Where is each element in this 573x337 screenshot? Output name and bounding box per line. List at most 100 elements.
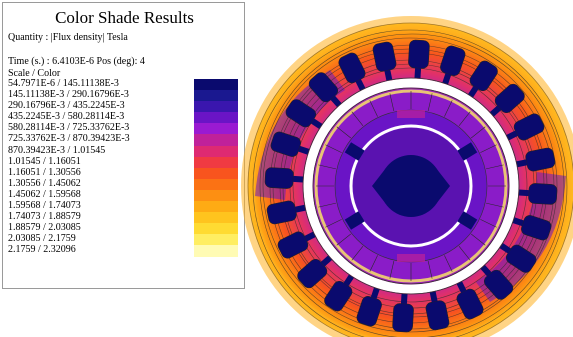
stator-dark-region-right: [476, 172, 566, 302]
legend-row-min: 580.28114E-3: [8, 122, 65, 134]
stator-slot-opening: [320, 255, 333, 267]
legend-row: 725.33762E-3 / 870.39423E-3: [8, 133, 130, 145]
stator-slot-opening: [355, 79, 366, 91]
legend-row-max: 1.74073: [48, 200, 81, 212]
rotor-segment-line: [325, 219, 342, 228]
legend-quantity: Quantity : |Flux density| Tesla: [8, 32, 128, 43]
legend-row-max: 1.30556: [48, 166, 81, 178]
legend-row: 1.01545 / 1.16051: [8, 155, 81, 167]
legend-row: 145.11138E-3 / 290.16796E-3: [8, 89, 129, 101]
stator-slot-opening: [293, 175, 304, 183]
shaft: [380, 155, 442, 217]
legend-row-min: 1.88579: [8, 222, 41, 234]
legend-row-min: 725.33762E-3: [8, 133, 65, 145]
legend-swatch: [194, 167, 238, 179]
legend-swatch: [194, 245, 238, 257]
legend-swatch: [194, 212, 238, 224]
rotor-magnets: [344, 110, 478, 262]
stator-slot-opening: [370, 287, 380, 299]
rotor-magnet: [344, 142, 365, 161]
rotor-segment-line: [486, 164, 504, 170]
rotor-segment-line: [389, 261, 395, 279]
legend-row: 1.59568 / 1.74073: [8, 200, 81, 212]
legend-row-min: 54.7971E-6: [8, 78, 55, 89]
legend-title: Color Shade Results: [55, 8, 194, 27]
legend-row: 435.2245E-3 / 580.28114E-3: [8, 111, 125, 123]
legend-row-min: 1.30556: [8, 177, 41, 189]
legend-panel: Color Shade Results Quantity : |Flux den…: [2, 2, 245, 289]
stator-slot-opening: [384, 69, 393, 81]
rotor-segment-line: [318, 202, 336, 208]
legend-row: 1.30556 / 1.45062: [8, 177, 81, 189]
rotor-segment-line: [444, 100, 453, 117]
stator-slot: [372, 41, 397, 72]
stator-slot-opening: [506, 130, 518, 141]
legend-swatch: [194, 178, 238, 190]
rotor-segment-line: [458, 111, 471, 126]
air-gap-inner-outline: [312, 87, 510, 285]
stator-slot-opening: [512, 217, 524, 227]
legend-row-min: 1.45062: [8, 188, 41, 200]
shaft-flat-right: [436, 168, 450, 204]
stator-slots: [264, 39, 558, 333]
legend-row: 1.45062 / 1.59568: [8, 188, 81, 200]
legend-row-min: 290.16796E-3: [8, 100, 65, 112]
stator-slot-opening: [429, 291, 438, 303]
legend-value-list: 54.7971E-6 / 145.11138E-3 145.11138E-3 / …: [8, 78, 188, 256]
stator-slot: [264, 167, 294, 189]
legend-row-min: 2.03085: [8, 233, 41, 245]
legend-row: 2.1759 / 2.32096: [8, 244, 76, 256]
rotor-segment-line: [444, 255, 453, 272]
legend-row-min: 1.59568: [8, 200, 41, 212]
stator-slot: [469, 60, 498, 92]
legend-row: 290.16796E-3 / 435.2245E-3: [8, 100, 125, 112]
legend-row-min: 1.16051: [8, 166, 41, 178]
legend-row: 870.39423E-3 / 1.01545: [8, 144, 106, 156]
legend-row-max: 2.03085: [48, 222, 81, 234]
rotor-segment-line: [389, 93, 395, 111]
stator-slot-opening: [456, 281, 467, 293]
rotor-segment-line: [427, 261, 433, 279]
legend-row: 1.88579 / 2.03085: [8, 222, 81, 234]
legend-row-max: 290.16796E-3: [71, 89, 129, 101]
legend-row-max: 1.45062: [48, 177, 81, 189]
flux-line: [259, 33, 565, 337]
legend-row: 54.7971E-6 / 145.11138E-3: [8, 78, 119, 89]
stator-slot-opening: [414, 68, 422, 79]
legend-row-max: 1.88579: [48, 211, 81, 223]
rotor-segment-line: [369, 255, 378, 272]
legend-row-max: 2.1759: [48, 233, 76, 245]
stator-slot-opening: [294, 204, 306, 213]
legend-swatch: [194, 79, 238, 91]
stator-slot-opening: [468, 85, 479, 98]
stator-slot-opening: [516, 159, 528, 168]
rotor-segment-line: [318, 164, 336, 170]
legend-time: Time (s.) : 6.4103E-6 Pos (deg): 4: [8, 56, 145, 67]
legend-row: 1.74073 / 1.88579: [8, 211, 81, 223]
flux-line: [262, 37, 558, 333]
legend-row-max: 435.2245E-3: [72, 100, 125, 112]
rotor-segment-line: [427, 93, 433, 111]
stator-slot-opening: [489, 105, 502, 117]
legend-swatch: [194, 223, 238, 235]
legend-row-max: 145.11138E-3: [62, 78, 119, 89]
rotor-segment-line: [471, 233, 486, 246]
legend-swatch: [194, 234, 238, 246]
flux-line: [252, 29, 568, 337]
rotor-segment-line: [480, 219, 497, 228]
legend-row-max: 1.59568: [48, 188, 81, 200]
legend-swatch: [194, 90, 238, 102]
legend-row: 1.16051 / 1.30556: [8, 166, 81, 178]
rotor-segment-line: [336, 126, 351, 139]
rotor-magnet: [344, 211, 365, 230]
legend-row: 2.03085 / 2.1759: [8, 233, 76, 245]
air-gap-outline: [302, 77, 520, 295]
legend-swatch: [194, 101, 238, 113]
stator-slot: [525, 147, 556, 172]
rotor-inner-white: [349, 124, 473, 248]
stator-slot: [505, 244, 537, 273]
stator-slot-opening: [330, 95, 342, 108]
stator-slot-opening: [298, 145, 310, 155]
rotor-pole-band: [397, 110, 425, 118]
